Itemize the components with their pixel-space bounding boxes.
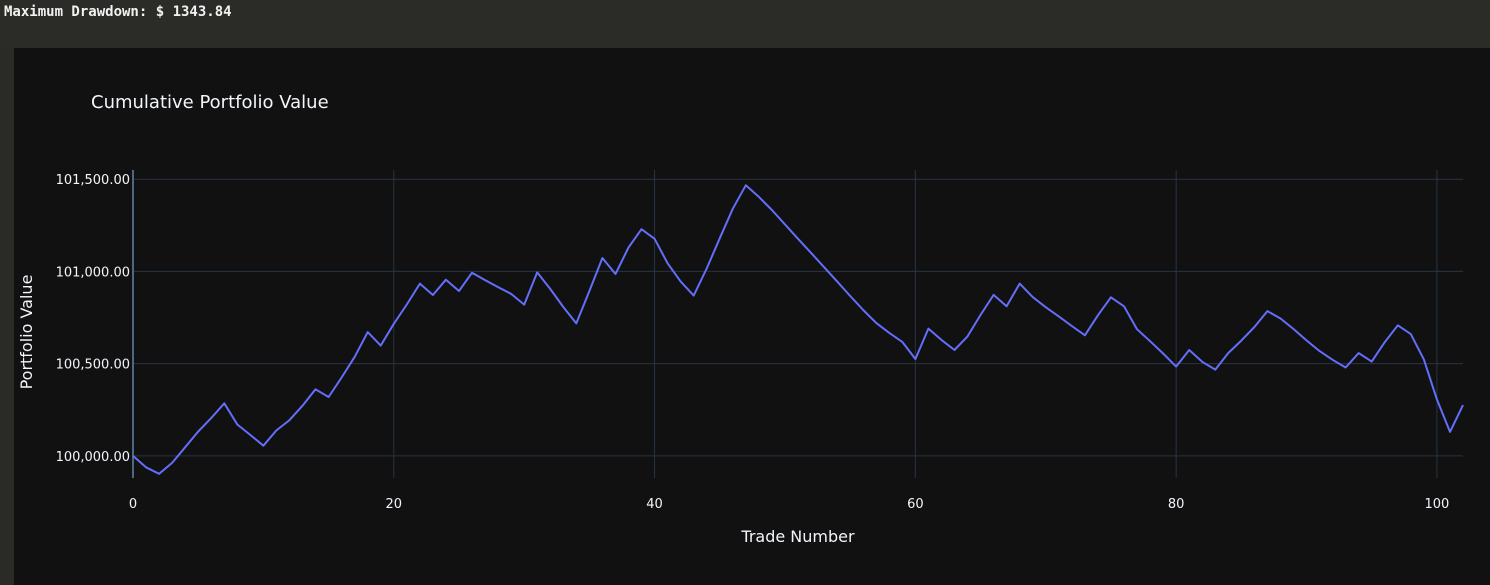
- x-tick-label: 60: [907, 497, 924, 512]
- grid-lines: [132, 170, 1463, 478]
- x-tick-label: 0: [129, 497, 137, 512]
- max-drawdown-text: Maximum Drawdown: $ 1343.84: [4, 4, 232, 20]
- y-axis-title: Portfolio Value: [17, 275, 36, 390]
- y-tick-label: 101,500.00: [56, 173, 130, 188]
- x-tick-label: 20: [386, 497, 403, 512]
- y-axis-ticks: 100,000.00 100,500.00 101,000.00 101,500.00: [56, 173, 130, 465]
- y-tick-label: 101,000.00: [56, 265, 130, 280]
- y-tick-label: 100,000.00: [56, 450, 130, 465]
- chart-title: Cumulative Portfolio Value: [91, 92, 329, 113]
- x-tick-label: 100: [1425, 497, 1450, 512]
- output-gutter: [0, 48, 14, 585]
- x-tick-label: 80: [1168, 497, 1185, 512]
- portfolio-value-line: [132, 184, 1464, 475]
- x-axis-title: Trade Number: [740, 527, 855, 546]
- x-tick-label: 40: [646, 497, 663, 512]
- plot-container: Cumulative Portfolio Value 0 20 40 60 80 100 …: [14, 48, 1490, 585]
- cell-output-area: Maximum Drawdown: $ 1343.84: [0, 0, 1490, 48]
- portfolio-line-chart: Cumulative Portfolio Value 0 20 40 60 80 100 …: [17, 92, 1464, 546]
- y-tick-label: 100,500.00: [56, 358, 130, 373]
- x-axis-ticks: 0 20 40 60 80 100: [129, 497, 1449, 512]
- series-layer: [132, 184, 1464, 475]
